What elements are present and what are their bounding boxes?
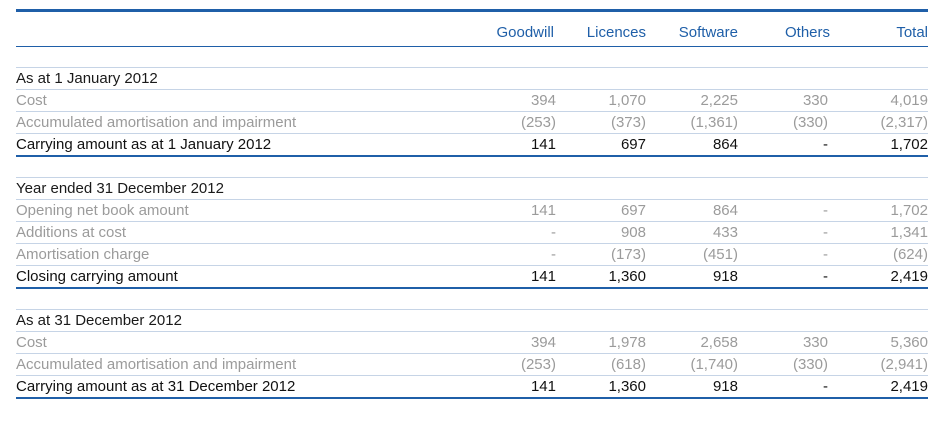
cell-total: 1,341 [890,224,928,241]
table-row: Opening net book amount 141 697 864 - 1,… [16,200,928,222]
cell-total: 4,019 [890,92,928,109]
cell-others: - [823,224,828,241]
cell-others: - [823,378,828,395]
row-label: Cost [16,334,47,351]
total-row: Carrying amount as at 1 January 2012 141… [16,134,928,157]
cell-others: (330) [792,356,828,373]
cell-licences: 697 [620,202,646,219]
cell-others: - [823,136,828,153]
cell-goodwill: 141 [530,202,556,219]
cell-software: 864 [712,202,738,219]
section-title-row: As at 31 December 2012 [16,310,928,332]
section-spacer [16,47,928,68]
cell-goodwill: 141 [530,136,556,153]
cell-software: 864 [712,136,738,153]
cell-goodwill: 394 [530,92,556,109]
column-header-row: Goodwill Licences Software Others Total [16,12,928,47]
cell-goodwill: - [551,224,556,241]
cell-total: 5,360 [890,334,928,351]
cell-goodwill: (253) [520,356,556,373]
cell-others: (330) [792,114,828,131]
cell-others: - [823,268,828,285]
section-title-row: As at 1 January 2012 [16,68,928,90]
cell-total: 2,419 [890,378,928,395]
cell-goodwill: 141 [530,378,556,395]
cell-goodwill: 394 [530,334,556,351]
row-label: Closing carrying amount [16,268,178,285]
section-spacer [16,289,928,310]
cell-goodwill: (253) [520,114,556,131]
total-row: Carrying amount as at 31 December 2012 1… [16,376,928,399]
column-header-software: Software [678,24,738,41]
top-rule [16,9,928,12]
row-label: Accumulated amortisation and impairment [16,356,297,373]
cell-goodwill: 141 [530,268,556,285]
cell-software: 2,658 [700,334,738,351]
cell-total: 2,419 [890,268,928,285]
total-row: Closing carrying amount 141 1,360 918 - … [16,266,928,289]
table-row: Cost 394 1,978 2,658 330 5,360 [16,332,928,354]
cell-software: 918 [712,268,738,285]
section-title-row: Year ended 31 December 2012 [16,178,928,200]
cell-software: 2,225 [700,92,738,109]
row-label: Carrying amount as at 31 December 2012 [16,378,296,395]
row-label: Amortisation charge [16,246,150,263]
cell-software: (451) [702,246,738,263]
row-label: Opening net book amount [16,202,189,219]
cell-software: (1,740) [690,356,738,373]
cell-others: 330 [802,92,828,109]
intangible-assets-table: Goodwill Licences Software Others Total … [16,9,928,399]
table-row: Additions at cost - 908 433 - 1,341 [16,222,928,244]
section-spacer [16,157,928,178]
cell-total: 1,702 [890,136,928,153]
row-label: Additions at cost [16,224,127,241]
column-header-licences: Licences [586,24,646,41]
section-title: Year ended 31 December 2012 [16,180,224,197]
column-header-total: Total [896,24,928,41]
column-header-goodwill: Goodwill [496,24,554,41]
column-header-others: Others [784,24,830,41]
cell-software: 433 [712,224,738,241]
section-title: As at 31 December 2012 [16,312,182,329]
cell-licences: 1,070 [608,92,646,109]
cell-others: - [823,202,828,219]
cell-licences: 697 [620,136,646,153]
section-title: As at 1 January 2012 [16,70,158,87]
cell-software: 918 [712,378,738,395]
cell-software: (1,361) [690,114,738,131]
table-row: Cost 394 1,070 2,225 330 4,019 [16,90,928,112]
table-row: Accumulated amortisation and impairment … [16,354,928,376]
cell-licences: (618) [610,356,646,373]
cell-licences: 908 [620,224,646,241]
cell-total: (2,941) [880,356,928,373]
cell-licences: 1,360 [608,268,646,285]
table-row: Accumulated amortisation and impairment … [16,112,928,134]
cell-licences: (373) [610,114,646,131]
cell-licences: 1,978 [608,334,646,351]
cell-goodwill: - [551,246,556,263]
cell-others: 330 [802,334,828,351]
cell-total: 1,702 [890,202,928,219]
cell-licences: (173) [610,246,646,263]
table-row: Amortisation charge - (173) (451) - (624… [16,244,928,266]
cell-licences: 1,360 [608,378,646,395]
row-label: Carrying amount as at 1 January 2012 [16,136,272,153]
cell-total: (2,317) [880,114,928,131]
row-label: Accumulated amortisation and impairment [16,114,297,131]
row-label: Cost [16,92,47,109]
cell-total: (624) [892,246,928,263]
cell-others: - [823,246,828,263]
